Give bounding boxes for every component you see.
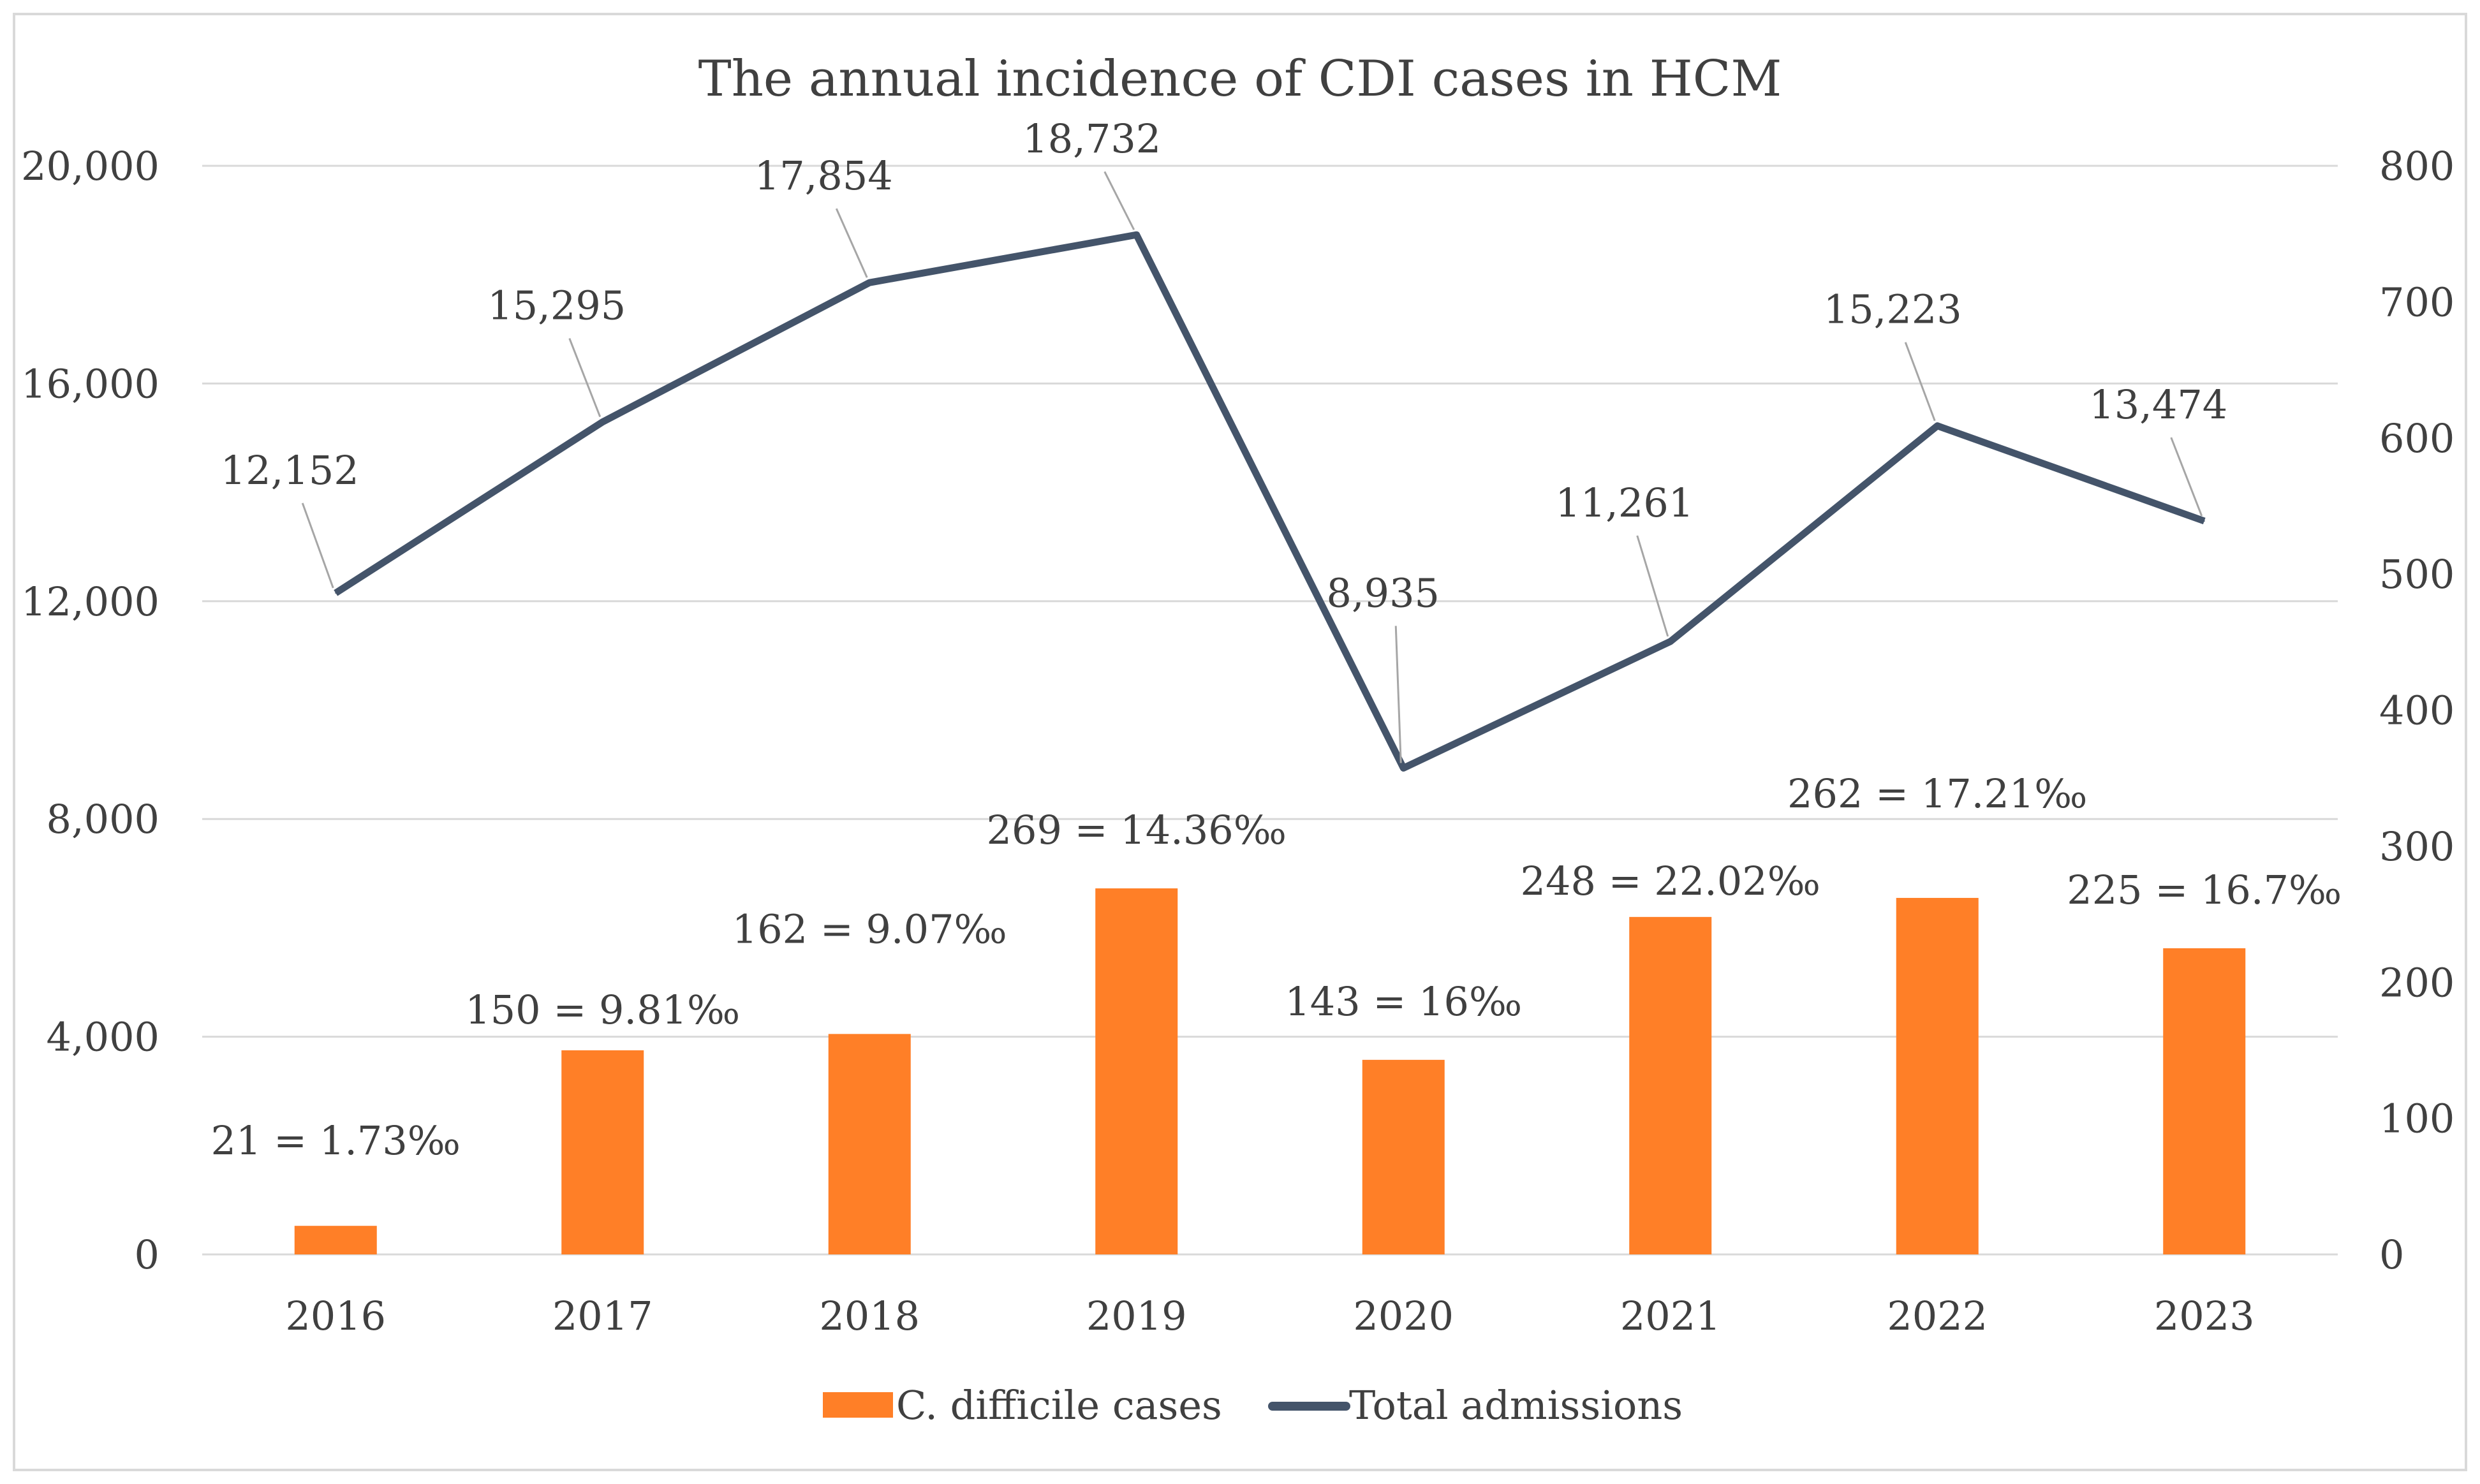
bar-2017 bbox=[561, 1050, 644, 1254]
leader-line bbox=[835, 208, 868, 278]
legend-swatch-cases bbox=[823, 1392, 893, 1418]
left-axis-tick-label: 8,000 bbox=[47, 796, 160, 842]
leader-line bbox=[1904, 342, 1936, 422]
right-axis-tick-label: 800 bbox=[2379, 143, 2454, 189]
line-data-label: 15,295 bbox=[487, 283, 626, 329]
line-data-label: 12,152 bbox=[221, 447, 359, 494]
line-point-2016 bbox=[335, 592, 337, 594]
line-point-2022 bbox=[1937, 425, 1938, 427]
bar-data-label: 262 = 17.21‰ bbox=[1787, 770, 2087, 817]
bar-data-label: 248 = 22.02‰ bbox=[1521, 858, 1820, 904]
right-axis-tick-label: 200 bbox=[2379, 959, 2454, 1006]
x-axis-tick-label: 2022 bbox=[1887, 1293, 1988, 1339]
leader-line bbox=[568, 338, 602, 418]
bar-data-label: 21 = 1.73‰ bbox=[211, 1117, 461, 1164]
right-axis-tick-label: 0 bbox=[2379, 1231, 2404, 1278]
line-data-label: 15,223 bbox=[1824, 286, 1962, 333]
leader-line bbox=[301, 503, 334, 589]
right-axis-tick-label: 300 bbox=[2379, 823, 2454, 870]
line-data-label: 8,935 bbox=[1327, 569, 1440, 616]
bar-data-label: 162 = 9.07‰ bbox=[732, 906, 1007, 952]
right-axis-tick-label: 100 bbox=[2379, 1096, 2454, 1142]
leader-line bbox=[1636, 535, 1669, 637]
left-axis-tick-label: 20,000 bbox=[21, 143, 159, 189]
leader-line bbox=[1394, 626, 1402, 763]
bar-2018 bbox=[828, 1034, 911, 1254]
right-axis-tick-label: 600 bbox=[2379, 415, 2454, 462]
x-axis-tick-label: 2018 bbox=[819, 1293, 920, 1339]
bar-2019 bbox=[1095, 888, 1178, 1254]
bar-data-label: 269 = 14.36‰ bbox=[987, 807, 1287, 853]
leader-line bbox=[1103, 171, 1135, 230]
chart-title: The annual incidence of CDI cases in HCM bbox=[698, 50, 1782, 108]
x-axis-tick-label: 2020 bbox=[1353, 1293, 1454, 1339]
right-axis-tick-label: 500 bbox=[2379, 551, 2454, 598]
left-axis-tick-label: 12,000 bbox=[21, 578, 159, 625]
bar-2020 bbox=[1362, 1059, 1445, 1254]
line-point-2021 bbox=[1669, 640, 1671, 642]
line-point-2023 bbox=[2203, 520, 2205, 522]
line-data-label: 18,732 bbox=[1022, 115, 1161, 162]
left-axis-tick-label: 0 bbox=[135, 1231, 159, 1278]
bar-2016 bbox=[294, 1226, 377, 1254]
bar-data-label: 225 = 16.7‰ bbox=[2067, 867, 2342, 913]
legend-label-admissions: Total admissions bbox=[1349, 1382, 1683, 1429]
bar-2021 bbox=[1629, 916, 1712, 1254]
right-axis-tick-label: 700 bbox=[2379, 279, 2454, 325]
chart-border bbox=[13, 13, 2467, 1471]
x-axis-tick-label: 2021 bbox=[1620, 1293, 1721, 1339]
left-axis-tick-label: 4,000 bbox=[47, 1014, 160, 1061]
line-point-2017 bbox=[602, 421, 603, 423]
bar-2022 bbox=[1896, 897, 1979, 1254]
bar-data-label: 150 = 9.81‰ bbox=[465, 987, 740, 1033]
line-point-2020 bbox=[1403, 767, 1405, 769]
leader-line bbox=[2170, 437, 2203, 517]
line-data-label: 17,854 bbox=[755, 152, 893, 199]
x-axis-tick-label: 2023 bbox=[2154, 1293, 2255, 1339]
x-axis-tick-label: 2016 bbox=[285, 1293, 386, 1339]
line-data-label: 13,474 bbox=[2089, 381, 2227, 428]
legend: C. difficile cases Total admissions bbox=[823, 1382, 1683, 1429]
line-point-2019 bbox=[1135, 234, 1137, 236]
bar-2023 bbox=[2163, 948, 2246, 1254]
bar-data-label: 143 = 16‰ bbox=[1285, 978, 1522, 1025]
admissions-line bbox=[334, 231, 2206, 772]
line-data-label: 11,261 bbox=[1555, 480, 1694, 526]
x-axis-tick-label: 2019 bbox=[1086, 1293, 1187, 1339]
x-axis-tick-label: 2017 bbox=[552, 1293, 653, 1339]
right-axis-tick-label: 400 bbox=[2379, 687, 2454, 734]
line-point-2018 bbox=[869, 282, 871, 284]
left-axis-tick-label: 16,000 bbox=[21, 360, 159, 407]
legend-label-cases: C. difficile cases bbox=[896, 1382, 1222, 1429]
